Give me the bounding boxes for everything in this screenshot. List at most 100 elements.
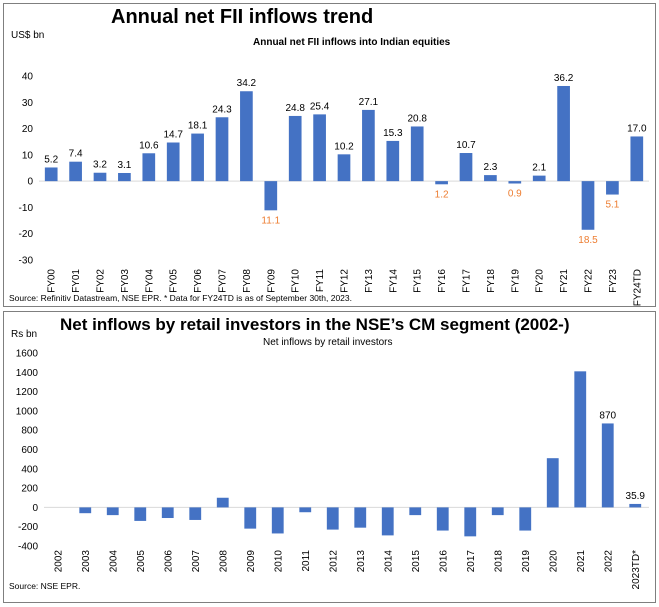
retail-x-tick-label: 2021 [576, 550, 587, 573]
retail-x-tick-label: 2019 [521, 550, 532, 573]
retail-bar [79, 507, 92, 514]
fii-y-tick-label: -20 [19, 229, 34, 240]
fii-y-tick-label: -30 [19, 256, 34, 267]
fii-x-tick-label: FY23 [608, 269, 619, 293]
fii-bar [166, 142, 180, 182]
retail-y-axis-unit: Rs bn [11, 329, 38, 340]
fii-data-label: 24.3 [212, 104, 232, 115]
fii-data-label: 11.1 [261, 215, 280, 226]
fii-bar [118, 172, 131, 182]
retail-bar [189, 507, 202, 520]
fii-y-tick-label: 30 [22, 98, 34, 109]
fii-data-label: 5.2 [44, 154, 58, 165]
fii-x-tick-label: FY13 [364, 269, 375, 293]
retail-y-tick-label: 400 [21, 464, 38, 475]
fii-data-label: 20.8 [407, 113, 427, 124]
retail-bar [436, 507, 449, 531]
fii-bar [630, 136, 644, 182]
fii-data-label: 7.4 [69, 149, 83, 160]
fii-bar [606, 181, 619, 195]
retail-x-tick-label: 2011 [301, 550, 312, 572]
retail-x-tick-label: 2015 [411, 550, 422, 573]
fii-data-label: 2.1 [532, 163, 546, 174]
fii-x-tick-label: FY19 [510, 269, 521, 293]
retail-chart-panel: Net inflows by retail investors in the N… [3, 311, 656, 603]
fii-data-label: 3.1 [117, 160, 131, 171]
fii-x-tick-label: FY11 [315, 269, 326, 293]
fii-data-label: 27.1 [359, 97, 379, 108]
retail-bar [409, 507, 422, 516]
retail-y-tick-label: 800 [21, 426, 38, 437]
fii-x-tick-label: FY05 [169, 269, 180, 293]
fii-bar [264, 181, 278, 211]
fii-data-label: 15.3 [383, 128, 403, 139]
fii-data-label: 18.5 [578, 235, 598, 246]
fii-x-tick-label: FY24TD [632, 269, 643, 306]
fii-bar [581, 181, 595, 230]
retail-chart-source: Source: NSE EPR. [9, 581, 81, 591]
retail-bar [106, 507, 119, 516]
fii-x-tick-label: FY04 [144, 269, 155, 293]
fii-chart-panel: Annual net FII inflows trend Annual net … [3, 3, 656, 307]
retail-chart-subtitle: Net inflows by retail investors [263, 337, 393, 348]
fii-bar [93, 172, 107, 182]
fii-bar [557, 85, 570, 182]
fii-data-label: 34.2 [237, 78, 257, 89]
fii-chart-subtitle: Annual net FII inflows into Indian equit… [253, 37, 451, 48]
retail-bar [464, 507, 477, 537]
retail-bar [134, 507, 147, 521]
fii-bar [459, 153, 473, 182]
retail-bar [381, 507, 394, 536]
fii-data-label: 18.1 [188, 121, 208, 132]
fii-x-tick-label: FY16 [437, 269, 448, 293]
fii-y-tick-label: 40 [22, 72, 34, 83]
fii-data-label: 1.2 [435, 189, 449, 200]
retail-bar [601, 423, 614, 508]
fii-x-tick-label: FY02 [96, 269, 107, 293]
fii-y-tick-label: 10 [22, 150, 34, 161]
fii-x-tick-label: FY00 [47, 269, 58, 293]
fii-data-label: 10.6 [139, 140, 159, 151]
retail-y-tick-label: -400 [18, 542, 38, 553]
fii-x-tick-label: FY03 [120, 269, 131, 293]
fii-bar [508, 181, 522, 184]
retail-x-tick-label: 2006 [163, 550, 174, 573]
retail-x-tick-label: 2008 [218, 550, 229, 573]
fii-bar [313, 114, 326, 182]
retail-y-tick-label: 1200 [16, 387, 39, 398]
retail-bar [519, 507, 532, 531]
fii-x-tick-label: FY18 [486, 269, 497, 293]
retail-x-tick-label: 2020 [548, 550, 559, 573]
retail-bar [161, 507, 174, 519]
fii-x-tick-label: FY10 [291, 269, 302, 293]
fii-bar [484, 175, 497, 182]
fii-bar [532, 175, 546, 182]
retail-bar [629, 503, 642, 508]
fii-bar [386, 140, 400, 182]
fii-bar [69, 161, 82, 182]
retail-bar [354, 507, 367, 528]
retail-x-tick-label: 2007 [191, 550, 202, 573]
fii-data-label: 2.3 [483, 162, 497, 173]
fii-chart-source: Source: Refinitiv Datastream, NSE EPR. *… [9, 293, 352, 303]
fii-y-axis-unit: US$ bn [11, 30, 45, 41]
fii-data-label: 25.4 [310, 101, 330, 112]
fii-x-tick-label: FY09 [266, 269, 277, 293]
retail-data-label: 870 [599, 410, 616, 421]
fii-x-tick-label: FY08 [242, 269, 253, 293]
fii-bar [215, 117, 229, 182]
retail-bar-chart: 1600 1400 1200 1000 800 600 400 200 0 -200 -400 200… [16, 349, 649, 589]
retail-x-tick-label: 2017 [466, 550, 477, 573]
retail-x-tick-label: 2003 [81, 550, 92, 573]
fii-bar [435, 181, 448, 185]
retail-bar [574, 371, 587, 508]
retail-bar [546, 458, 559, 508]
retail-bar [244, 507, 257, 529]
retail-y-tick-label: 1000 [16, 406, 39, 417]
retail-x-tick-label: 2002 [53, 550, 64, 573]
fii-x-tick-label: FY15 [413, 269, 424, 293]
fii-x-tick-label: FY06 [193, 269, 204, 293]
fii-data-label: 10.2 [334, 141, 354, 152]
retail-bar [216, 497, 229, 508]
fii-data-label: 10.7 [456, 140, 476, 151]
